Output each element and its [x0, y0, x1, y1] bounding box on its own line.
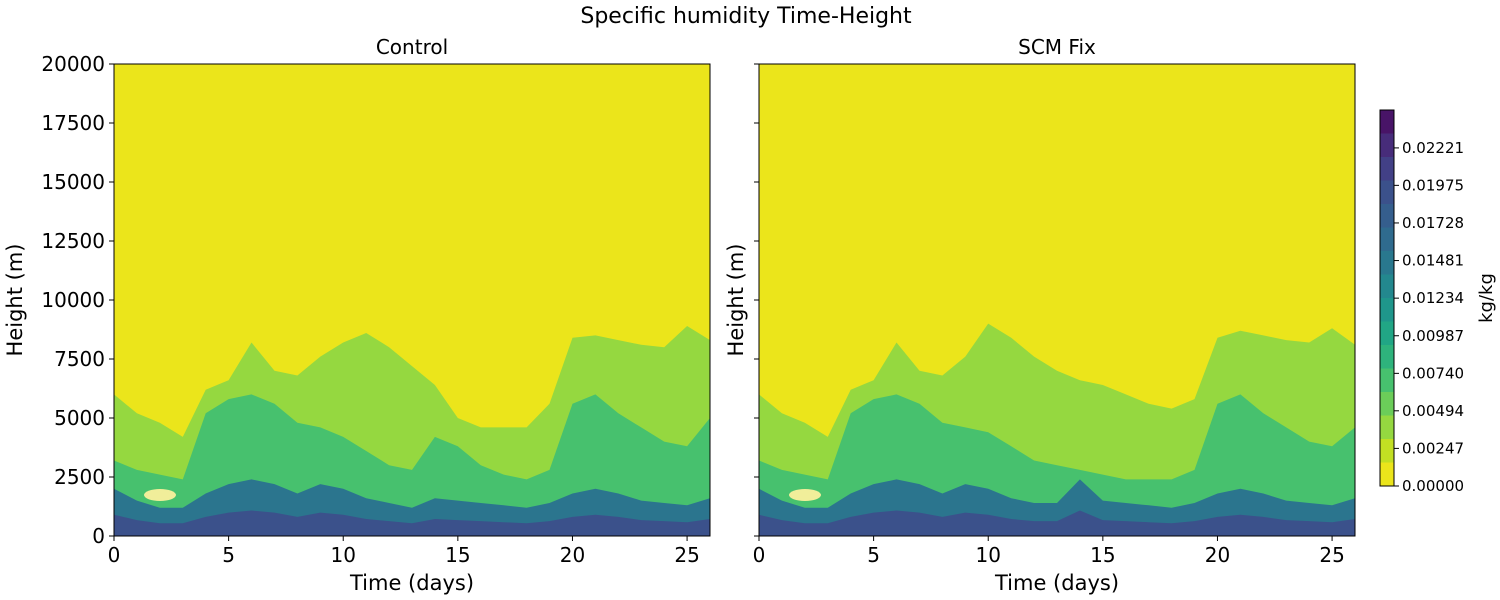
y-tick-label: 15000 [41, 170, 105, 194]
x-tick-label: 15 [1090, 543, 1115, 567]
x-axis-label: Time (days) [994, 571, 1119, 595]
y-tick-label: 17500 [41, 111, 105, 135]
colorbar-ticks: 0.00000 0.00247 0.00494 0.00740 0.00987 0.012… [1394, 139, 1464, 495]
panel-scm-fix: SCM Fix 0 5 10 15 20 25 Time (days) Height (m… [724, 35, 1356, 595]
x-tick-label: 25 [674, 543, 699, 567]
colorbar-bar [1379, 109, 1395, 487]
x-tick-label: 10 [976, 543, 1001, 567]
x-tick-label: 20 [1205, 543, 1230, 567]
colorbar-tick-label: 0.01975 [1402, 176, 1464, 194]
panel-title: SCM Fix [1018, 35, 1096, 59]
x-ticks: 0 5 10 15 20 25 [108, 536, 700, 567]
x-tick-label: 10 [331, 543, 356, 567]
y-ticks: 0 2500 5000 7500 10000 12500 15000 17500 20000 [41, 52, 114, 548]
colorbar-tick-label: 0.00740 [1402, 364, 1464, 382]
y-tick-label: 10000 [41, 288, 105, 312]
heatmap-field [759, 64, 1355, 536]
y-tick-label: 20000 [41, 52, 105, 76]
y-axis-label: Height (m) [724, 244, 748, 357]
y-tick-label: 2500 [54, 465, 105, 489]
x-tick-label: 0 [753, 543, 766, 567]
heatmap-field [114, 64, 710, 536]
panel-control: Control 0 5 10 15 20 25 0 2500 5000 7500 10000 125… [3, 35, 711, 595]
y-axis-label: Height (m) [3, 244, 27, 357]
y-tick-label: 5000 [54, 406, 105, 430]
colorbar-tick-label: 0.00000 [1402, 477, 1464, 495]
panel-title: Control [376, 35, 448, 59]
dry-anomaly [789, 489, 821, 501]
y-ticks [754, 63, 759, 537]
colorbar-tick-label: 0.00987 [1402, 327, 1464, 345]
x-ticks: 0 5 10 15 20 25 [753, 536, 1345, 567]
colorbar-label: kg/kg [1476, 273, 1497, 323]
colorbar-tick-label: 0.01481 [1402, 252, 1464, 270]
x-tick-label: 0 [108, 543, 121, 567]
band-surface [114, 510, 710, 536]
colorbar-tick-label: 0.01234 [1402, 289, 1464, 307]
colorbar-tick-label: 0.01728 [1402, 214, 1464, 232]
y-tick-label: 0 [92, 524, 105, 548]
colorbar-tick-label: 0.00247 [1402, 439, 1464, 457]
colorbar-tick-label: 0.00494 [1402, 402, 1464, 420]
x-tick-label: 15 [445, 543, 470, 567]
x-tick-label: 5 [222, 543, 235, 567]
dry-anomaly [144, 489, 176, 501]
x-tick-label: 5 [867, 543, 880, 567]
band-surface [759, 510, 1355, 536]
y-tick-label: 7500 [54, 347, 105, 371]
colorbar-tick-label: 0.02221 [1402, 139, 1464, 157]
y-tick-label: 12500 [41, 229, 105, 253]
x-tick-label: 20 [560, 543, 585, 567]
colorbar: 0.00000 0.00247 0.00494 0.00740 0.00987 0.012… [1379, 109, 1497, 495]
x-tick-label: 25 [1319, 543, 1344, 567]
figure-title: Specific humidity Time-Height [580, 4, 912, 29]
x-axis-label: Time (days) [349, 571, 474, 595]
